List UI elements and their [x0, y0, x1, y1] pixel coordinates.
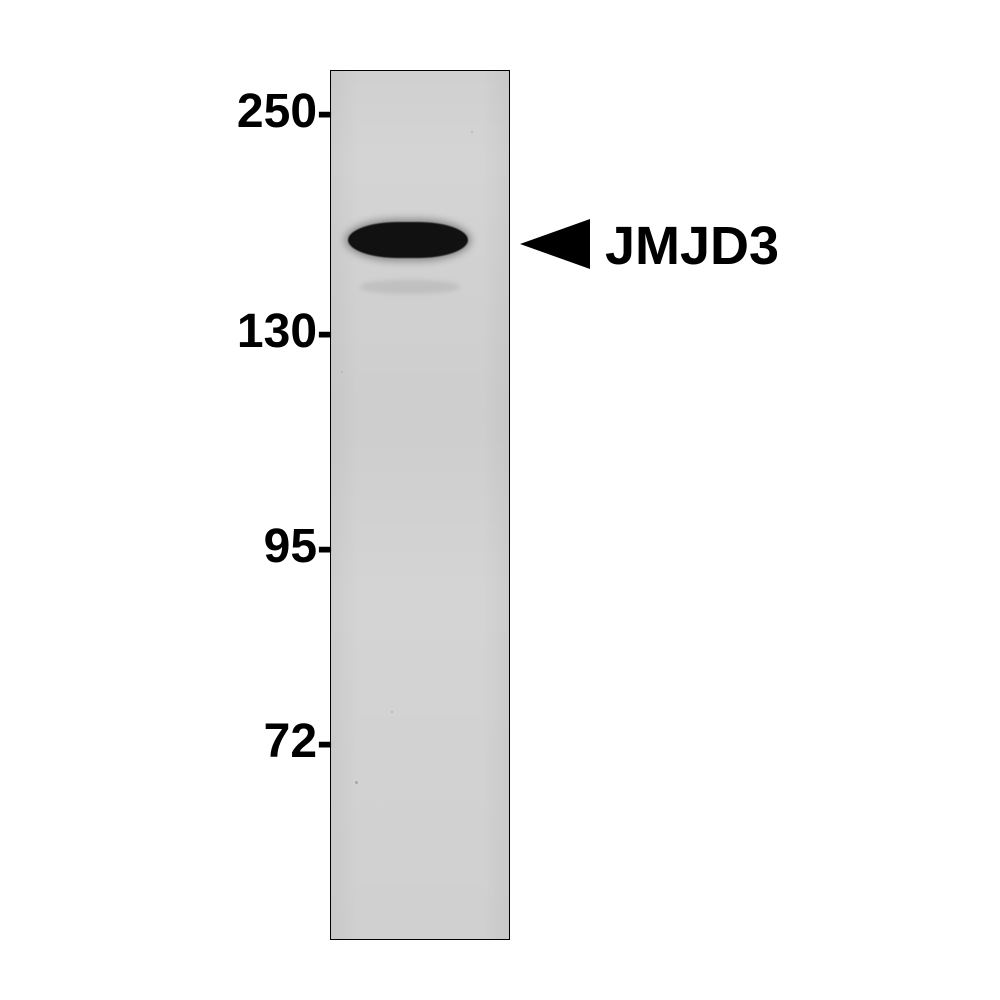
mw-label-250: 250- — [237, 84, 333, 139]
mw-label-72: 72- — [264, 714, 333, 769]
lane-noise — [391, 711, 393, 713]
lane-noise — [341, 371, 343, 373]
mw-label-130: 130- — [237, 304, 333, 359]
band-faint — [360, 280, 460, 294]
lane-noise — [471, 131, 473, 133]
band-JMJD3 — [348, 222, 468, 258]
blot-lane — [330, 70, 510, 940]
lane-noise — [355, 781, 358, 784]
band-label: JMJD3 — [605, 215, 779, 277]
band-arrow — [520, 219, 590, 269]
mw-label-95: 95- — [264, 519, 333, 574]
figure-canvas: JMJD3 250- 130- 95- 72- — [0, 0, 1000, 1000]
